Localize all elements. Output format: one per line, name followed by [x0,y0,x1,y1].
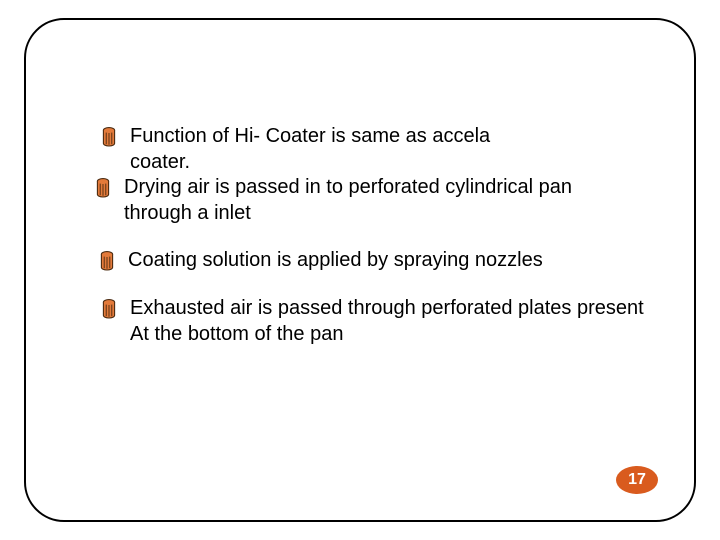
bullet-text: Function of Hi- Coater is same as accela… [130,124,490,175]
barrel-bullet-icon [100,251,114,271]
list-item: Exhausted air is passed through perforat… [96,296,660,347]
barrel-bullet-icon [96,178,110,198]
page-number-badge: 17 [616,466,658,494]
barrel-bullet-icon [102,299,116,319]
spacer [96,226,660,248]
list-item: Function of Hi- Coater is same as accela… [96,124,660,175]
content-area: Function of Hi- Coater is same as accela… [96,124,660,347]
list-item: Coating solution is applied by spraying … [96,248,660,274]
slide: Function of Hi- Coater is same as accela… [0,0,720,540]
bullet-text: Coating solution is applied by spraying … [128,248,543,274]
list-item: Drying air is passed in to perforated cy… [96,175,660,226]
spacer [96,274,660,296]
bullet-text: Exhausted air is passed through perforat… [130,296,644,347]
bullet-text: Drying air is passed in to perforated cy… [124,175,572,226]
barrel-bullet-icon [102,127,116,147]
page-number: 17 [628,471,646,489]
